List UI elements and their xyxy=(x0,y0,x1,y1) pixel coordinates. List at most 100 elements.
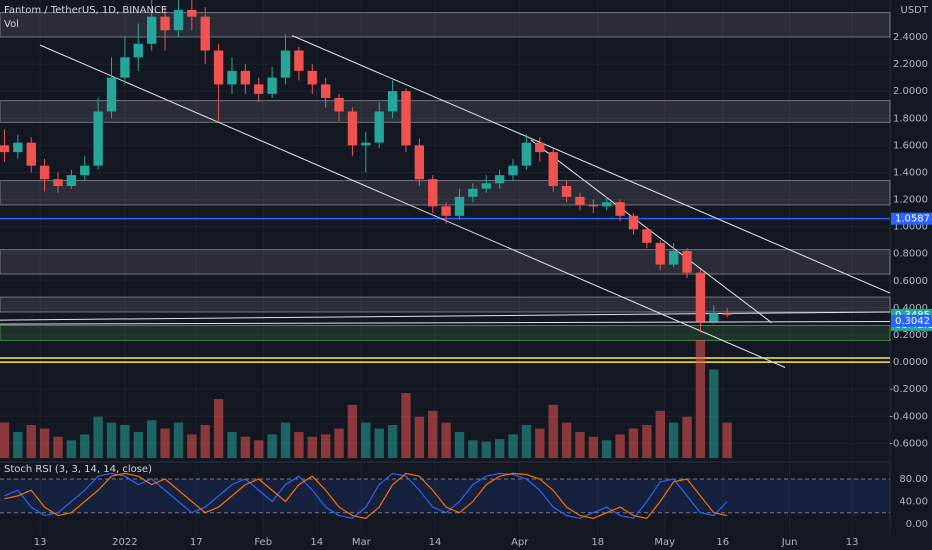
candle-body xyxy=(508,165,518,176)
indicator-tick-label: 40.00 xyxy=(899,496,928,507)
volume-bar xyxy=(66,440,77,458)
volume-bar xyxy=(361,422,371,458)
candle-body xyxy=(106,77,117,112)
volume-bar xyxy=(347,404,358,458)
candle-body xyxy=(80,165,90,176)
candle-body xyxy=(39,165,50,180)
volume-bar xyxy=(668,422,679,458)
candle-body xyxy=(401,91,411,146)
volume-bar xyxy=(213,399,224,458)
y-tick-label: 0.6000 xyxy=(893,276,928,287)
candle-body xyxy=(173,9,184,31)
chart-title: Fantom / TetherUS, 1D, BINANCE xyxy=(4,5,167,16)
price-zone xyxy=(0,180,891,206)
candle-body xyxy=(602,202,612,207)
volume-bar xyxy=(508,434,518,458)
y-tick-label: 2.2000 xyxy=(893,59,928,70)
indicator-line xyxy=(4,472,728,520)
volume-bar xyxy=(53,436,63,458)
candle-body xyxy=(53,179,63,186)
x-tick-label: 17 xyxy=(190,537,203,548)
volume-bar xyxy=(401,393,411,458)
candle-body xyxy=(200,16,210,51)
indicator-label: Stoch RSI (3, 3, 14, 14, close) xyxy=(4,464,152,475)
volume-bar xyxy=(642,424,652,458)
volume-bar xyxy=(468,440,478,458)
volume-bar xyxy=(561,422,572,458)
volume-bar xyxy=(588,436,599,458)
x-tick-label: Feb xyxy=(254,537,272,548)
volume-bar xyxy=(173,422,184,458)
y-tick-label: 0.8000 xyxy=(893,249,928,260)
y-tick-label: -0.2000 xyxy=(889,384,928,395)
indicator-band xyxy=(0,478,890,513)
y-tick-label: 1.6000 xyxy=(893,140,928,151)
volume-bar xyxy=(414,416,425,458)
volume-bar xyxy=(160,428,170,458)
price-tag-label: 1.0587 xyxy=(895,214,930,225)
price-tag xyxy=(891,212,932,225)
volume-bar xyxy=(441,422,451,458)
candle-body xyxy=(280,50,291,78)
candle-body xyxy=(160,16,170,31)
y-tick-label: 2.0000 xyxy=(893,86,928,97)
volume-bar xyxy=(146,420,157,458)
volume-bar xyxy=(575,432,585,458)
x-tick-label: 13 xyxy=(846,537,859,548)
price-tag xyxy=(891,314,932,327)
x-tick-label: 14 xyxy=(310,537,323,548)
y-tick-label: 0.4000 xyxy=(893,303,928,314)
price-zone xyxy=(0,296,891,313)
candle-body xyxy=(307,70,317,85)
x-tick-label: 14 xyxy=(429,537,442,548)
y-tick-label: 0.0000 xyxy=(893,357,928,368)
x-tick-label: 18 xyxy=(591,537,604,548)
volume-bar xyxy=(39,428,50,458)
y-tick-label: -0.4000 xyxy=(889,411,928,422)
candle-body xyxy=(254,84,264,94)
x-tick-label: 13 xyxy=(34,537,47,548)
x-tick-label: 16 xyxy=(716,537,729,548)
candle-body xyxy=(213,50,224,85)
candle-body xyxy=(387,91,398,112)
volume-bar xyxy=(240,436,251,458)
candle-body xyxy=(695,272,706,322)
volume-bar xyxy=(93,416,103,458)
x-tick-label: May xyxy=(654,537,675,548)
candle-body xyxy=(414,145,425,180)
volume-bar xyxy=(254,440,264,458)
candle-body xyxy=(320,84,331,98)
candle-body xyxy=(521,142,532,166)
volume-bar xyxy=(709,369,719,458)
candle-body xyxy=(668,251,679,265)
candle-body xyxy=(334,97,344,112)
volume-bar xyxy=(0,422,10,458)
y-tick-label: 2.4000 xyxy=(893,32,928,43)
volume-bar xyxy=(294,432,304,458)
volume-bar xyxy=(320,434,331,458)
candle-body xyxy=(454,196,465,216)
currency-label: USDT xyxy=(901,5,929,16)
volume-bar xyxy=(267,434,277,458)
price-zone xyxy=(0,249,891,275)
candle-body xyxy=(642,229,652,243)
candle-body xyxy=(240,70,251,85)
candle-body xyxy=(374,111,384,143)
volume-bar xyxy=(722,422,732,458)
candle-body xyxy=(535,142,545,153)
volume-bar xyxy=(227,432,237,458)
volume-bar xyxy=(133,432,143,458)
candle-body xyxy=(561,185,572,197)
x-tick-label: Jun xyxy=(781,537,798,548)
volume-bar xyxy=(374,428,384,458)
x-tick-label: 2022 xyxy=(112,537,137,548)
volume-bar xyxy=(548,404,558,458)
volume-bar xyxy=(280,422,291,458)
indicator-tick-label: 80.00 xyxy=(899,474,928,485)
volume-bar xyxy=(13,432,23,458)
candle-body xyxy=(494,175,505,184)
y-tick-label: -0.6000 xyxy=(889,438,928,449)
candle-body xyxy=(682,251,692,273)
volume-bar xyxy=(120,424,130,458)
